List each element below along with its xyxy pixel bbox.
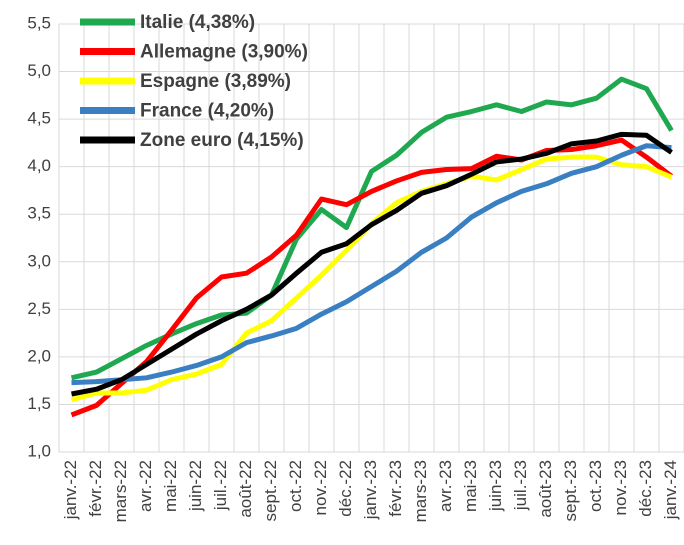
x-tick-label: avr.-23 xyxy=(436,460,455,512)
legend-label: Allemagne (3,90%) xyxy=(140,42,308,63)
x-tick-label: sept.-23 xyxy=(561,460,580,521)
y-tick-label: 4,0 xyxy=(27,156,51,175)
x-tick-label: nov.-22 xyxy=(311,460,330,515)
y-tick-label: 3,0 xyxy=(27,251,51,270)
x-tick-label: juin-22 xyxy=(186,460,205,512)
y-tick-label: 1,5 xyxy=(27,394,51,413)
y-tick-label: 4,5 xyxy=(27,109,51,128)
x-tick-label: déc.-22 xyxy=(336,460,355,517)
x-tick-label: oct.-22 xyxy=(286,460,305,512)
x-tick-label: févr.-22 xyxy=(86,460,105,517)
y-tick-label: 3,5 xyxy=(27,204,51,223)
series-line xyxy=(71,143,672,386)
legend-label: France (4,20%) xyxy=(140,101,274,122)
y-tick-label: 5,5 xyxy=(27,13,51,32)
x-tick-label: sept.-22 xyxy=(261,460,280,521)
x-tick-label: oct.-23 xyxy=(586,460,605,512)
y-tick-label: 5,0 xyxy=(27,61,51,80)
x-tick-label: janv.-24 xyxy=(661,460,680,520)
x-tick-label: mars-22 xyxy=(111,460,130,522)
series-line xyxy=(71,131,673,397)
series-line xyxy=(70,137,674,418)
legend-label: Espagne (3,89%) xyxy=(140,71,291,92)
x-tick-label: août-22 xyxy=(236,460,255,518)
y-tick-label: 2,5 xyxy=(27,299,51,318)
x-tick-label: juin-23 xyxy=(486,460,505,512)
x-tick-label: déc.-23 xyxy=(636,460,655,517)
x-tick-label: août-23 xyxy=(536,460,555,518)
x-tick-label: janv.-22 xyxy=(61,460,80,520)
y-tick-label: 2,0 xyxy=(27,346,51,365)
x-tick-label: mai-23 xyxy=(461,460,480,512)
x-tick-label: avr.-22 xyxy=(136,460,155,512)
x-tick-label: mars-23 xyxy=(411,460,430,522)
x-tick-label: nov.-23 xyxy=(611,460,630,515)
x-tick-label: févr.-23 xyxy=(386,460,405,517)
x-tick-label: juil.-22 xyxy=(211,460,230,511)
x-tick-label: juil.-23 xyxy=(511,460,530,511)
x-tick-label: mai-22 xyxy=(161,460,180,512)
legend-label: Zone euro (4,15%) xyxy=(140,130,304,151)
series-line xyxy=(70,76,674,381)
x-tick-label: janv.-23 xyxy=(361,460,380,520)
y-tick-label: 1,0 xyxy=(27,441,51,460)
legend-label: Italie (4,38%) xyxy=(140,12,255,33)
